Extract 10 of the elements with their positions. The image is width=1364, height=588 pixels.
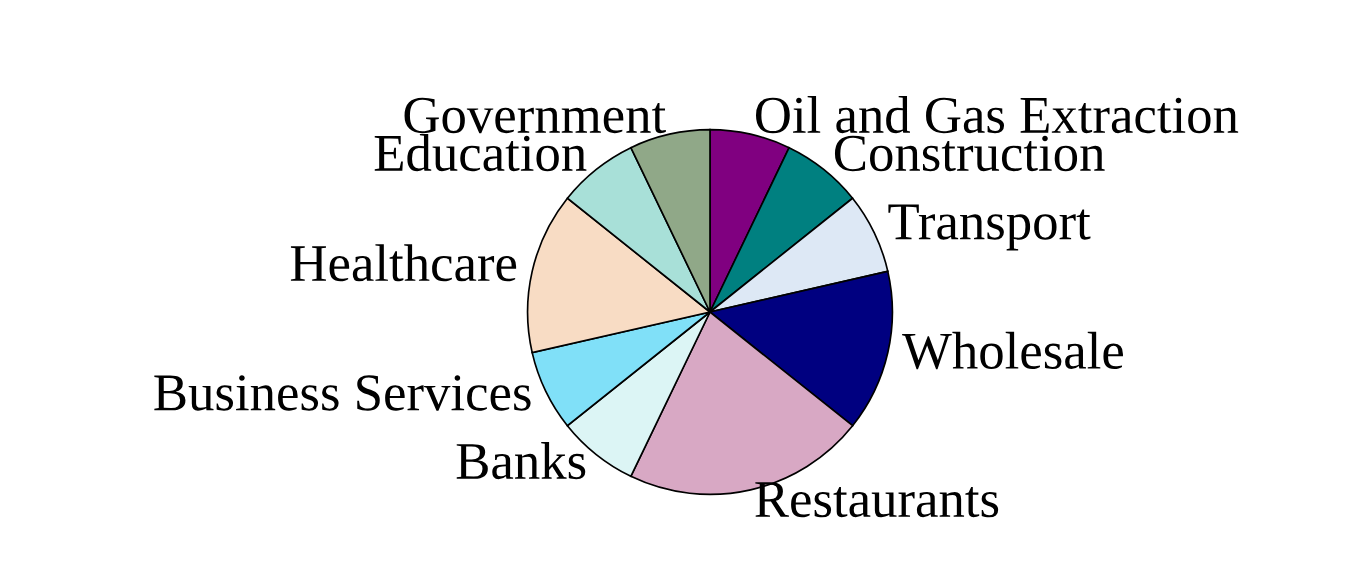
slice-label: Transport [888, 204, 1091, 251]
slice-label: Business Services [154, 375, 531, 411]
slice-label: Wholesale [902, 331, 1123, 370]
slice-label: Restaurants [755, 482, 999, 518]
slice-label: Education [374, 134, 587, 172]
slice-label: Healthcare [290, 244, 517, 282]
slice-label: Oil and Gas Extraction [755, 96, 1239, 134]
slice-label: Government [404, 97, 666, 134]
slice-label: Construction [834, 135, 1105, 172]
slice-label: Banks [456, 442, 586, 480]
